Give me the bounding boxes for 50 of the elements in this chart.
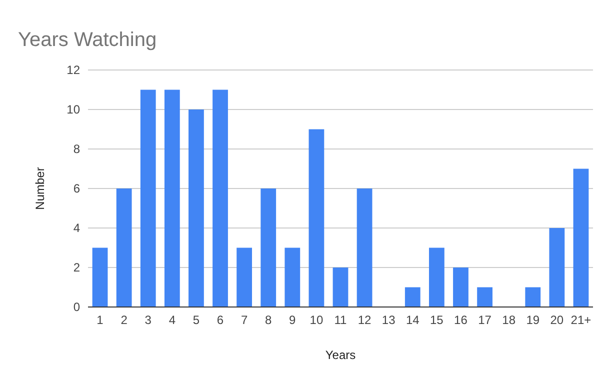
y-tick-label: 10 bbox=[66, 102, 80, 117]
y-tick-label: 4 bbox=[73, 221, 80, 236]
x-tick-label: 1 bbox=[96, 313, 104, 327]
x-tick-label: 19 bbox=[526, 313, 540, 327]
bar bbox=[236, 248, 252, 307]
bar bbox=[332, 268, 348, 307]
x-tick-label: 20 bbox=[550, 313, 564, 327]
bar bbox=[260, 188, 276, 307]
x-tick-label: 18 bbox=[502, 313, 516, 327]
x-tick-label: 8 bbox=[265, 313, 272, 327]
x-tick-label: 6 bbox=[216, 313, 224, 327]
x-tick-label: 7 bbox=[240, 313, 248, 327]
bar bbox=[477, 287, 492, 307]
bar bbox=[284, 248, 300, 307]
bar bbox=[140, 90, 156, 307]
bar bbox=[573, 168, 589, 307]
x-tick-label: 4 bbox=[168, 313, 176, 327]
y-tick-label: 0 bbox=[73, 300, 80, 314]
y-axis-title: Number bbox=[33, 167, 47, 210]
x-tick-label: 9 bbox=[289, 313, 296, 327]
bar bbox=[92, 248, 108, 307]
x-tick-label: 16 bbox=[454, 313, 468, 327]
y-tick-label: 8 bbox=[73, 142, 80, 156]
bar bbox=[308, 129, 324, 307]
bar bbox=[188, 110, 204, 307]
bar bbox=[164, 90, 180, 307]
x-tick-label: 15 bbox=[430, 313, 444, 327]
bar bbox=[549, 228, 565, 307]
chart-title: Years Watching bbox=[18, 29, 157, 51]
x-tick-label: 10 bbox=[310, 313, 324, 327]
x-tick-label: 3 bbox=[144, 313, 152, 327]
x-tick-label: 11 bbox=[334, 313, 348, 327]
x-tick-label: 21+ bbox=[570, 313, 592, 327]
x-tick-label: 2 bbox=[120, 313, 128, 327]
bar bbox=[453, 268, 468, 307]
x-tick-label: 17 bbox=[478, 313, 492, 327]
x-tick-label: 14 bbox=[406, 313, 420, 327]
x-axis-title: Years bbox=[325, 348, 356, 362]
bar bbox=[116, 188, 132, 307]
bar bbox=[404, 287, 420, 307]
x-tick-label: 5 bbox=[192, 313, 200, 327]
bar bbox=[212, 90, 228, 307]
y-tick-label: 2 bbox=[73, 260, 80, 275]
bar bbox=[356, 188, 372, 307]
bar bbox=[428, 248, 444, 307]
x-tick-label: 13 bbox=[382, 313, 396, 327]
y-tick-label: 12 bbox=[66, 63, 80, 78]
bar bbox=[525, 287, 541, 307]
y-tick-label: 6 bbox=[73, 182, 80, 196]
x-tick-label: 12 bbox=[358, 313, 372, 327]
